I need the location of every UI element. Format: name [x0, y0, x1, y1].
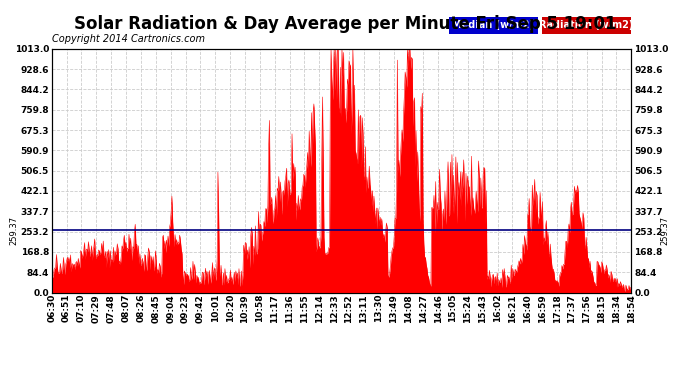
- Text: Solar Radiation & Day Average per Minute Fri Sep 5 19:01: Solar Radiation & Day Average per Minute…: [74, 15, 616, 33]
- Text: 259.37: 259.37: [660, 216, 669, 244]
- Text: Median (w/m2): Median (w/m2): [453, 20, 534, 30]
- Text: 259.37: 259.37: [9, 216, 19, 244]
- Text: Copyright 2014 Cartronics.com: Copyright 2014 Cartronics.com: [52, 34, 205, 44]
- Text: Radiation (w/m2): Radiation (w/m2): [540, 20, 633, 30]
